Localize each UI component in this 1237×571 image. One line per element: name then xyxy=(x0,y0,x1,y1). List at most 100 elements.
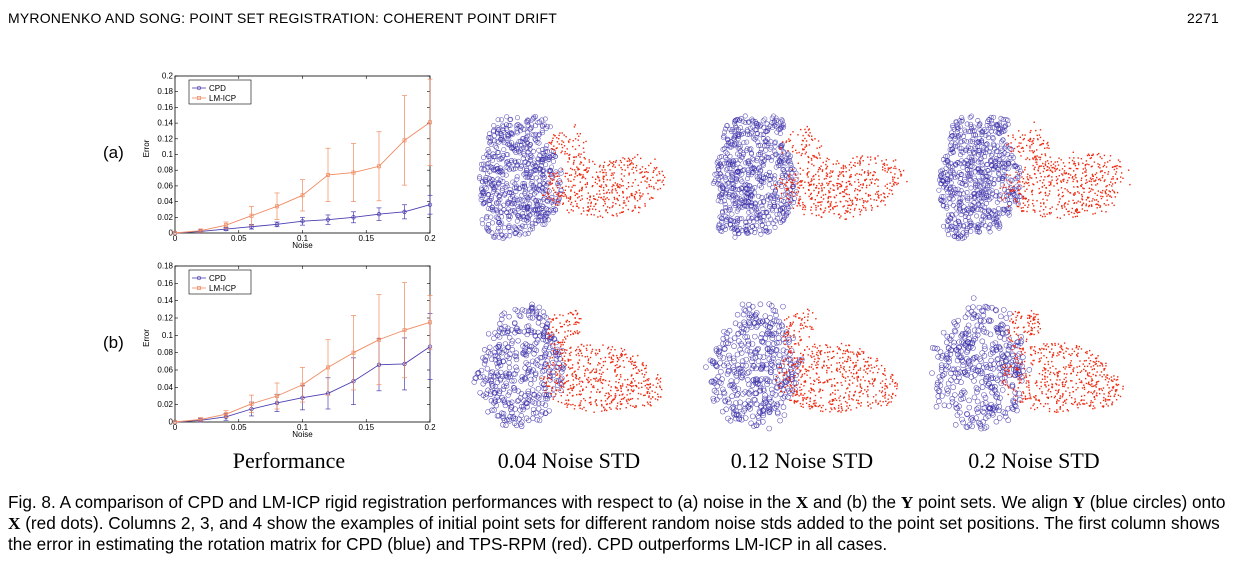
y-tick-label: 0.02 xyxy=(157,213,173,222)
x-tick-label: 0.05 xyxy=(231,234,247,243)
bunny-registration-a-noise-012 xyxy=(710,113,908,240)
lm-icp-point xyxy=(428,120,432,125)
legend-box xyxy=(188,79,252,105)
cpd-point xyxy=(376,212,382,217)
bunny-registration-a-noise-004 xyxy=(477,114,666,242)
x-tick-label: 0.15 xyxy=(358,423,374,432)
bunny-registration-b-noise-012 xyxy=(703,301,898,432)
blue-circles-point-set xyxy=(703,301,805,432)
lm-icp-point xyxy=(402,328,407,333)
legend-box xyxy=(188,269,252,295)
legend-marker-lm-icp xyxy=(197,286,201,290)
y-axis-label: Error xyxy=(142,139,151,157)
lm-icp-point xyxy=(249,213,254,218)
legend-marker-lm-icp xyxy=(197,96,201,100)
x-tick-label: 0.2 xyxy=(424,423,436,432)
cpd-point xyxy=(351,215,356,220)
x-tick-label: 0.15 xyxy=(358,234,374,243)
lm-icp-point xyxy=(300,382,305,387)
blue-circles-point-set xyxy=(471,301,567,429)
lm-icp-point xyxy=(249,401,254,406)
error-vs-noise-chart-a: 0 0.02 0.04 0.06 0.08 0.1 0.12 0.14 0.16 0.18 0.2 0… xyxy=(142,72,436,251)
red-dots-point-set xyxy=(540,309,663,413)
lm-icp-point xyxy=(224,223,228,228)
y-tick-label: 0.16 xyxy=(157,279,173,288)
y-tick-label: 0.18 xyxy=(157,87,173,96)
column-title-noise-004: 0.04 Noise STD xyxy=(497,448,641,473)
y-tick-label: 0.08 xyxy=(157,166,173,175)
page-number: 2271 xyxy=(1187,10,1219,26)
lm-icp-point xyxy=(326,172,330,177)
y-tick-label: 0.12 xyxy=(157,314,173,323)
legend-marker-cpd xyxy=(196,85,202,91)
y-tick-label: 0.04 xyxy=(157,197,173,206)
row-label-b: (b) xyxy=(103,333,124,352)
y-tick-label: 0.14 xyxy=(157,296,173,305)
blue-circles-point-set xyxy=(710,113,799,240)
x-axis-label: Noise xyxy=(292,430,313,439)
lm-icp-point xyxy=(402,138,407,143)
legend-label-lm-icp: LM-ICP xyxy=(209,94,236,103)
x-tick-label: 0.2 xyxy=(424,234,436,243)
x-tick-label: 0 xyxy=(173,234,178,243)
y-tick-label: 0.04 xyxy=(157,383,173,392)
y-tick-label: 0.1 xyxy=(162,331,174,340)
lm-icp-point xyxy=(173,420,177,424)
x-tick-label: 0 xyxy=(173,423,178,432)
red-dots-point-set xyxy=(999,121,1131,219)
column-title-noise-012: 0.12 Noise STD xyxy=(730,448,874,473)
lm-icp-point xyxy=(224,412,228,417)
y-tick-label: 0.02 xyxy=(157,400,173,409)
lm-icp-point xyxy=(326,365,330,370)
error-vs-noise-chart-b: 0 0.02 0.04 0.06 0.08 0.1 0.12 0.14 0.16 0.18 0 0.0… xyxy=(142,262,436,440)
lm-icp-point xyxy=(275,394,279,398)
x-tick-label: 0.05 xyxy=(231,423,247,432)
x-axis-label: Noise xyxy=(292,241,313,250)
lm-icp-point xyxy=(351,350,356,355)
y-tick-label: 0.18 xyxy=(157,262,173,271)
lm-icp-point xyxy=(198,417,203,422)
legend-label-lm-icp: LM-ICP xyxy=(209,284,236,293)
lm-icp-point xyxy=(428,320,432,325)
lm-icp-point xyxy=(351,170,356,175)
column-title-noise-02: 0.2 Noise STD xyxy=(968,448,1100,473)
y-tick-label: 0.1 xyxy=(162,150,174,159)
legend-marker-cpd xyxy=(196,275,202,281)
y-tick-label: 0.14 xyxy=(157,119,173,128)
lm-icp-point xyxy=(275,204,279,209)
lm-icp-point xyxy=(198,228,203,233)
column-title-performance: Performance xyxy=(232,448,346,473)
y-tick-label: 0.2 xyxy=(162,72,174,81)
y-tick-label: 0.06 xyxy=(157,366,173,375)
cpd-point xyxy=(427,202,433,207)
bunny-registration-b-noise-02 xyxy=(929,295,1124,432)
y-tick-label: 0 xyxy=(169,418,174,427)
running-title: MYRONENKO AND SONG: POINT SET REGISTRATI… xyxy=(8,10,558,26)
lm-icp-point xyxy=(377,164,381,169)
cpd-point xyxy=(402,209,407,214)
bunny-registration-b-noise-004 xyxy=(471,301,663,429)
y-tick-label: 0.06 xyxy=(157,181,173,190)
y-tick-label: 0.16 xyxy=(157,103,173,112)
cpd-point xyxy=(274,222,280,227)
lm-icp-line xyxy=(174,121,431,234)
lm-icp-point xyxy=(300,193,305,198)
red-dots-point-set xyxy=(774,125,908,220)
blue-circles-point-set xyxy=(477,114,564,242)
red-dots-point-set xyxy=(1001,310,1124,413)
red-dots-point-set xyxy=(542,124,666,219)
y-tick-label: 0.08 xyxy=(157,348,173,357)
legend-label-cpd: CPD xyxy=(209,84,226,93)
y-axis-label: Error xyxy=(142,329,151,347)
red-dots-point-set xyxy=(775,308,898,413)
y-tick-label: 0 xyxy=(169,229,174,238)
y-tick-label: 0.12 xyxy=(157,134,173,143)
bunny-registration-a-noise-02 xyxy=(936,113,1131,242)
cpd-point xyxy=(325,217,331,222)
blue-circles-point-set xyxy=(929,295,1033,432)
x-tick-label: 0.1 xyxy=(297,234,309,243)
lm-icp-point xyxy=(377,337,381,342)
x-tick-label: 0.1 xyxy=(297,423,309,432)
figure-caption: Fig. 8. A comparison of CPD and LM-ICP r… xyxy=(8,492,1226,554)
cpd-point xyxy=(300,219,305,224)
